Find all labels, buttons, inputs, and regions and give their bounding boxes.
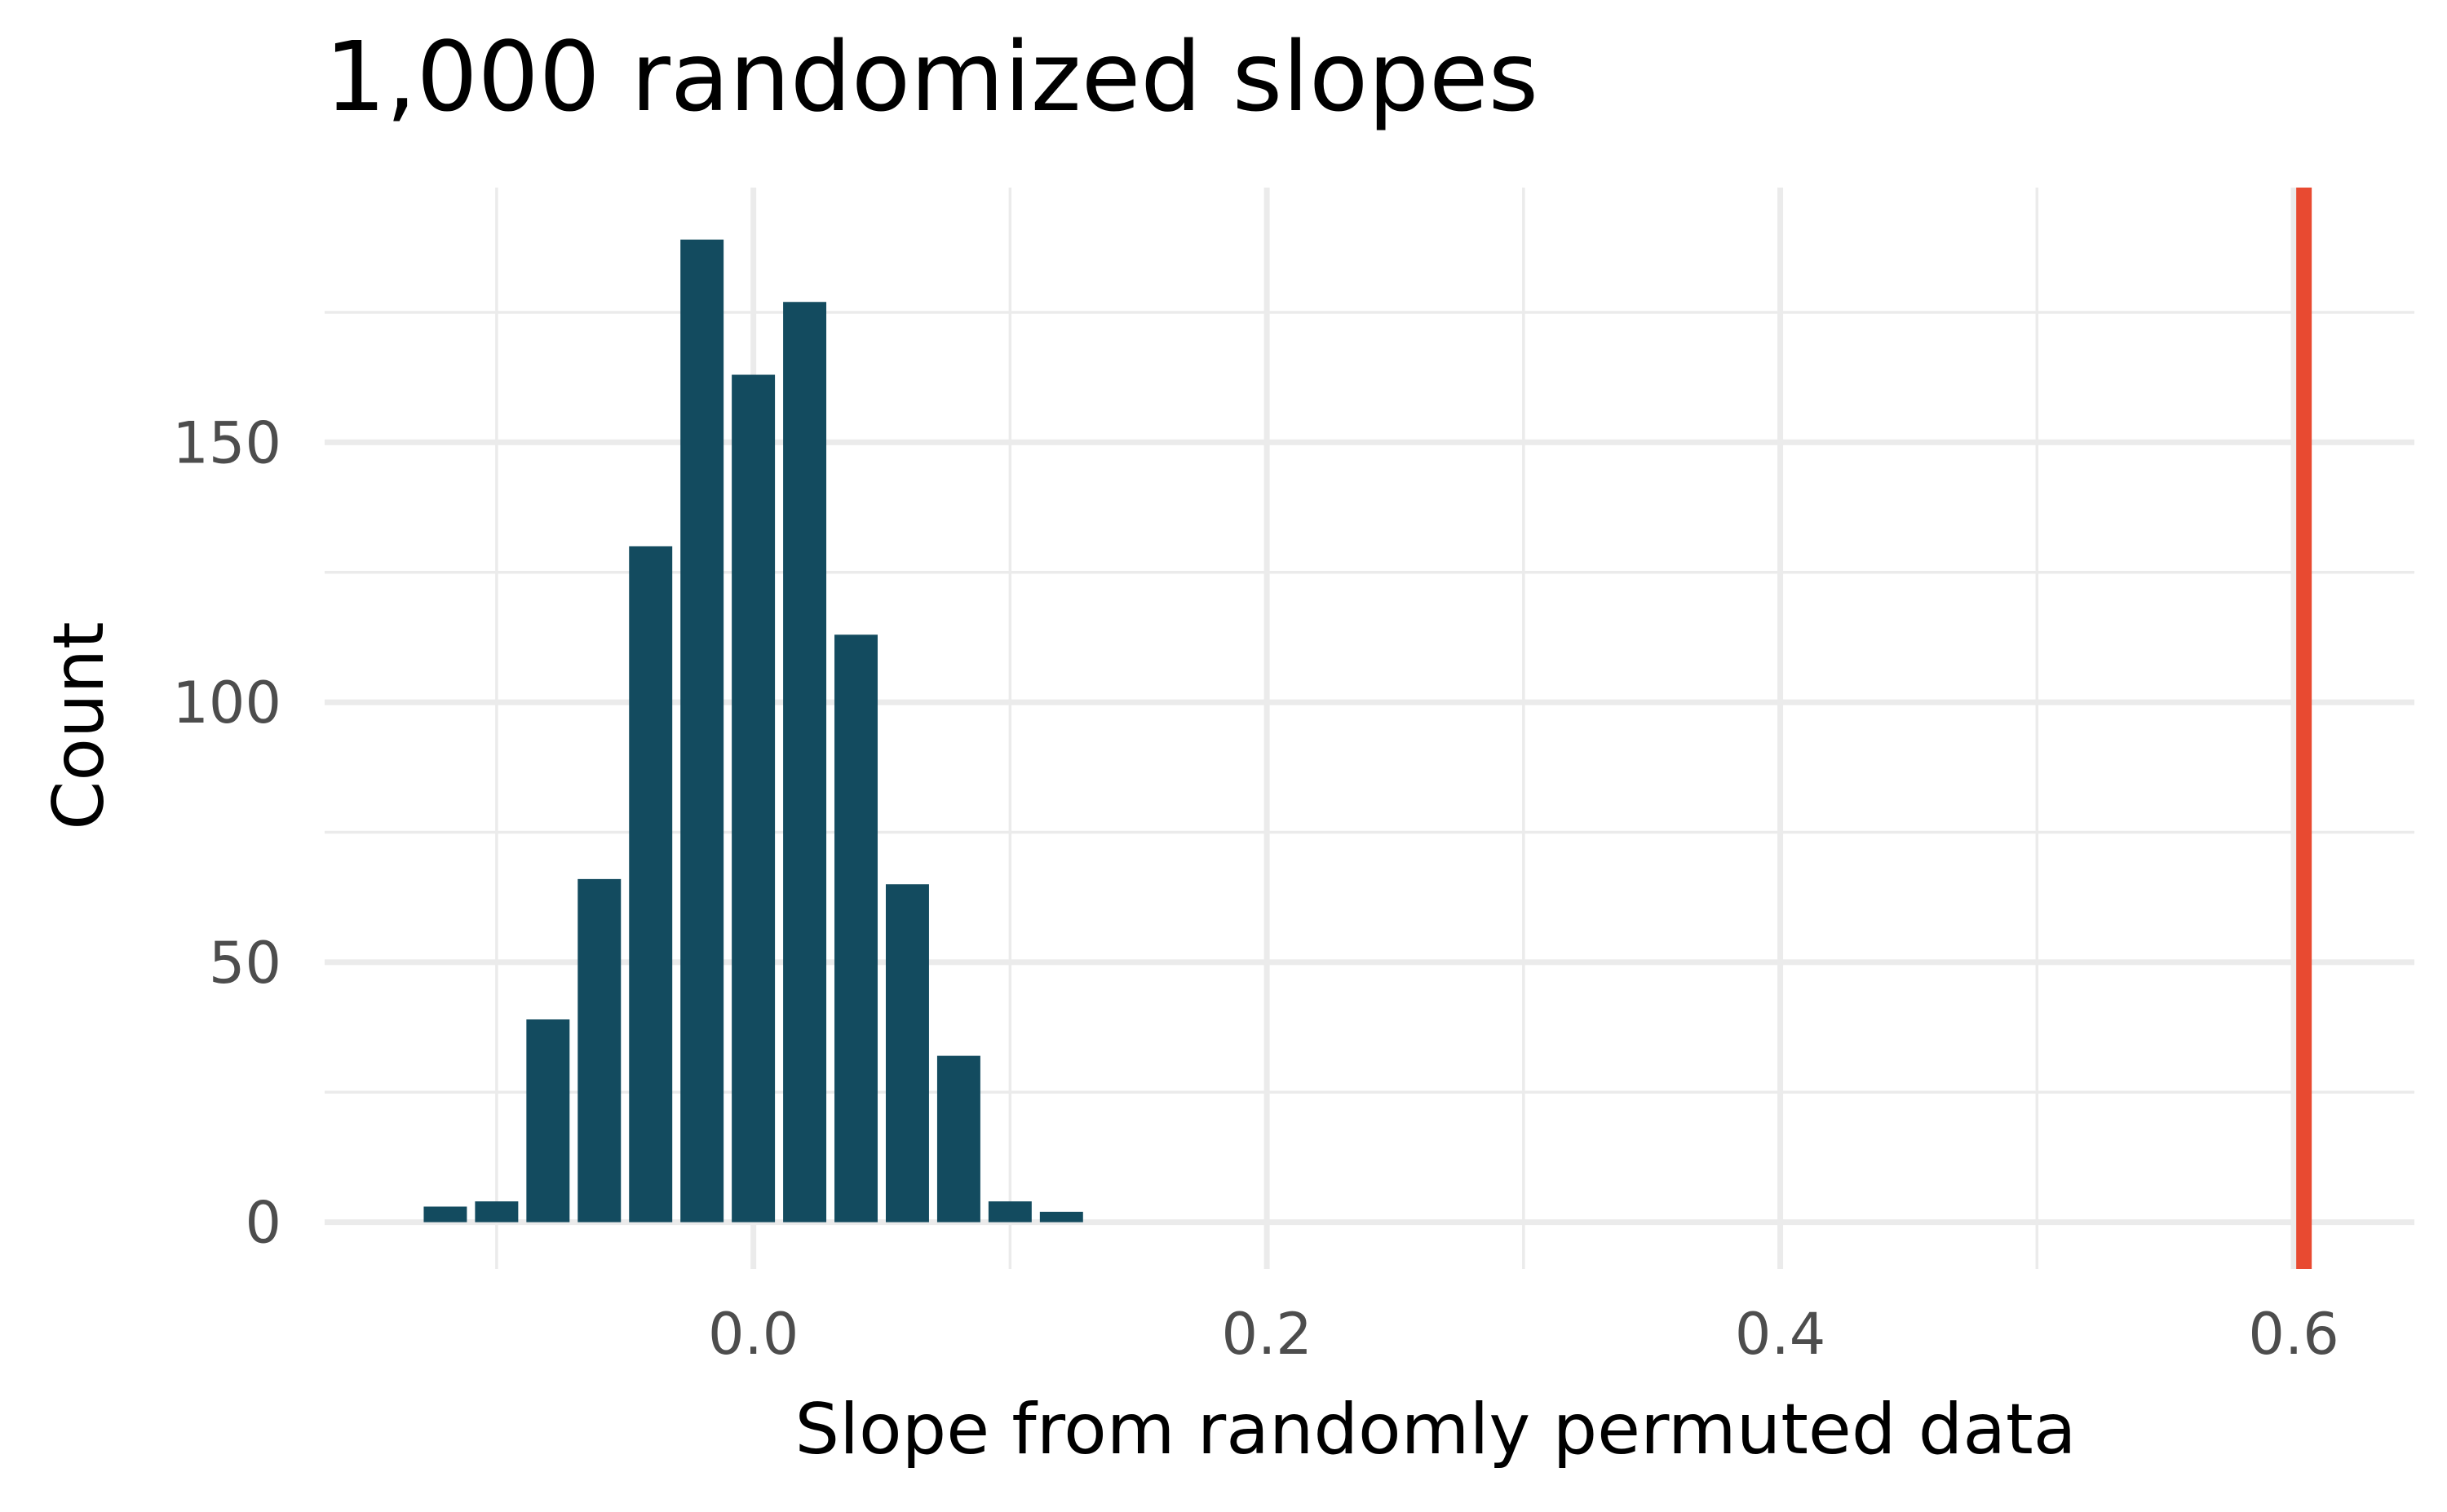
tick-labels: 0.0 0.2 0.4 0.6 0 50 100 150 [172,409,2339,1368]
x-tick-label: 0.2 [1221,1301,1312,1368]
histogram-bar [423,1206,467,1222]
y-tick-label: 50 [209,930,281,997]
x-tick-label: 0.6 [2248,1301,2339,1368]
grid [325,188,2414,1269]
histogram-bar [526,1019,570,1222]
histogram-bar [1039,1211,1083,1222]
histogram-bar [885,884,929,1222]
x-tick-label: 0.4 [1735,1301,1825,1368]
histogram-bar [629,546,673,1222]
histogram-bar [475,1201,519,1222]
y-axis-title: Count [38,621,120,829]
y-tick-label: 150 [172,409,281,476]
histogram-bar [732,374,776,1222]
histogram-bar [783,302,827,1222]
histogram-bar [988,1201,1032,1222]
y-tick-label: 0 [245,1190,281,1257]
histogram-bar [834,634,878,1222]
bars [423,239,1083,1222]
y-tick-label: 100 [172,670,281,736]
histogram-bar [680,239,724,1222]
x-tick-label: 0.0 [708,1301,799,1368]
histogram-bar [936,1055,980,1222]
x-axis-title: Slope from randomly permuted data [795,1389,2077,1470]
chart-title: 1,000 randomized slopes [325,20,1538,133]
histogram-bar [577,878,622,1222]
